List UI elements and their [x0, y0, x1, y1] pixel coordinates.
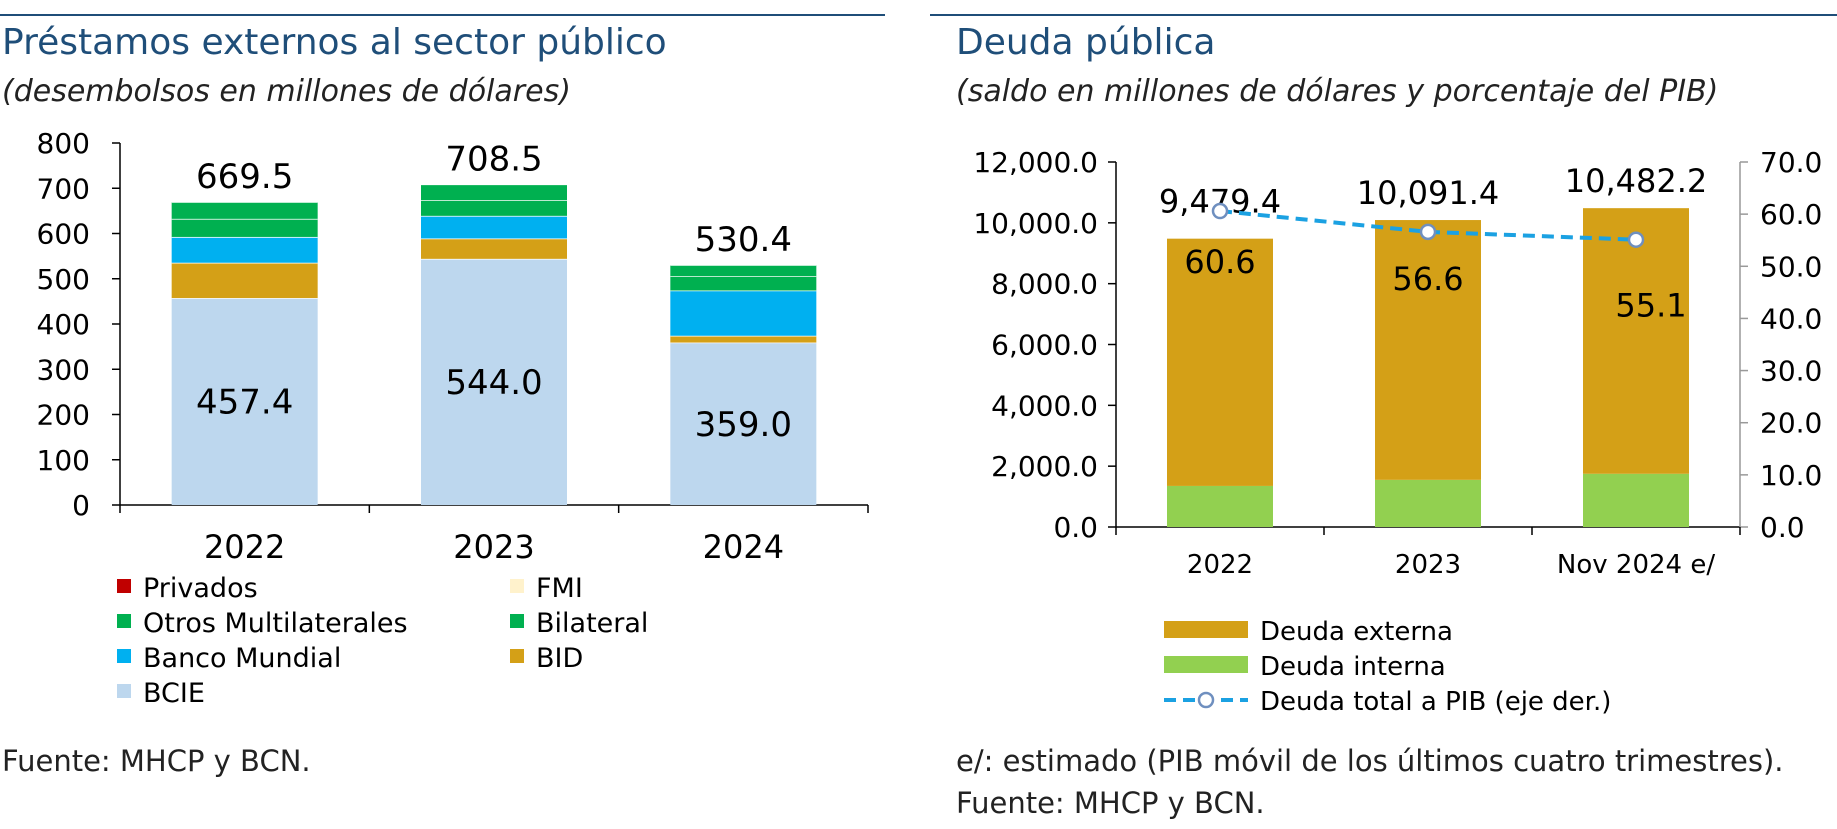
legend-label: Otros Multilaterales: [143, 608, 408, 639]
y2-tick-label: 50.0: [1760, 250, 1822, 283]
bar-segment: [670, 335, 817, 343]
bar-segment: [171, 262, 318, 299]
left-top-rule: [0, 14, 885, 16]
right-chart-svg: 0.0 2,000.0 4,000.0 6,000.0 8,000.0 10,000.0 1…: [973, 146, 1822, 717]
legend-label: BCIE: [143, 678, 205, 709]
y-tick-label: 0.0: [1053, 511, 1098, 544]
x-tick-label: 2022: [1187, 550, 1253, 580]
bar-inner-label: 544.0: [445, 363, 542, 403]
legend-swatch: [1164, 656, 1248, 673]
bar-segment: [1583, 208, 1689, 474]
right-note: e/: estimado (PIB móvil de los últimos c…: [956, 744, 1784, 778]
bar-inner-label: 359.0: [695, 405, 792, 445]
bar-total-label: 10,091.4: [1357, 174, 1500, 212]
legend-swatch: [117, 614, 131, 628]
bar-segment: [171, 298, 318, 505]
bar-total-label: 530.4: [695, 220, 792, 260]
bar-segment: [171, 218, 318, 237]
y-tick-label: 12,000.0: [973, 146, 1098, 179]
y-tick-label: 6,000.0: [991, 329, 1098, 362]
legend-swatch: [117, 649, 131, 663]
y2-tick-label: 20.0: [1760, 407, 1822, 440]
bar-segment: [670, 276, 817, 291]
x-tick-label: Nov 2024 e/: [1557, 550, 1715, 580]
y-tick-label: 100: [37, 444, 90, 477]
bar-segment: [1375, 479, 1481, 527]
y-tick-label: 4,000.0: [991, 389, 1098, 422]
legend-label: Deuda interna: [1260, 652, 1446, 682]
line-point: [1419, 223, 1437, 241]
bar-segment: [421, 238, 567, 259]
y2-tick-label: 10.0: [1760, 459, 1822, 492]
bar-total-label: 669.5: [196, 157, 293, 197]
legend-marker: [1197, 691, 1215, 709]
y-tick-label: 2,000.0: [991, 450, 1098, 483]
legend-label: Banco Mundial: [143, 643, 341, 674]
bar-total-label: 708.5: [445, 139, 542, 179]
bar-total-label: 10,482.2: [1565, 162, 1708, 200]
bar-inner-label: 457.4: [196, 383, 293, 423]
right-panel: Deuda pública (saldo en millones de dóla…: [930, 0, 1837, 829]
legend-swatch: [510, 579, 524, 593]
x-tick-label: 2023: [1395, 550, 1461, 580]
y-tick-label: 10,000.0: [973, 207, 1098, 240]
y2-tick-label: 40.0: [1760, 302, 1822, 335]
y-tick-label: 700: [37, 172, 90, 205]
bar-segment: [670, 342, 817, 505]
y-tick-label: 500: [37, 263, 90, 296]
bar-segment: [670, 290, 817, 336]
right-chart-subtitle: (saldo en millones de dólares y porcenta…: [956, 74, 1719, 109]
legend-label: BID: [536, 643, 583, 674]
y2-tick-label: 0.0: [1760, 511, 1805, 544]
y-tick-label: 800: [37, 127, 90, 160]
legend-swatch: [117, 579, 131, 593]
y-tick-label: 8,000.0: [991, 268, 1098, 301]
bar-segment: [171, 202, 318, 219]
bar-segment: [1583, 473, 1689, 527]
legend-label: Bilateral: [536, 608, 648, 639]
bar-segment: [1167, 485, 1273, 527]
y-tick-label: 0: [72, 489, 90, 522]
legend-swatch: [117, 684, 131, 698]
y2-tick-label: 70.0: [1760, 146, 1822, 179]
right-chart-title: Deuda pública: [956, 22, 1216, 63]
legend-label: Privados: [143, 573, 258, 604]
bar-segment: [1167, 238, 1273, 486]
left-chart-svg: 0 100 200 300 400 500 600 700 800 457.4 669.5 2022 5…: [37, 127, 869, 709]
line-data-label: 60.6: [1184, 243, 1255, 281]
legend-label: FMI: [536, 573, 583, 604]
bar-segment: [171, 236, 318, 263]
left-chart-title: Préstamos externos al sector público: [2, 22, 667, 63]
y2-tick-label: 60.0: [1760, 198, 1822, 231]
left-chart-subtitle: (desembolsos en millones de dólares): [2, 74, 571, 109]
line-point: [1627, 231, 1645, 248]
left-panel: Préstamos externos al sector público (de…: [0, 0, 885, 829]
y-tick-label: 200: [37, 399, 90, 432]
line-data-label: 56.6: [1392, 260, 1463, 298]
bar-segment: [670, 264, 817, 277]
legend-label: Deuda total a PIB (eje der.): [1260, 687, 1611, 717]
legend-swatch: [1164, 621, 1248, 638]
legend-label: Deuda externa: [1260, 617, 1453, 647]
line-point: [1211, 202, 1229, 220]
y-tick-label: 600: [37, 218, 90, 251]
x-tick-label: 2022: [204, 528, 285, 566]
bar-segment: [1375, 220, 1481, 480]
line-data-label: 55.1: [1615, 287, 1686, 325]
left-source: Fuente: MHCP y BCN.: [2, 744, 311, 778]
legend-swatch: [510, 649, 524, 663]
bar-segment: [421, 200, 567, 216]
right-source: Fuente: MHCP y BCN.: [956, 786, 1265, 820]
right-top-rule: [930, 14, 1837, 16]
bar-segment: [421, 184, 567, 201]
x-tick-label: 2024: [703, 528, 784, 566]
y-tick-label: 400: [37, 308, 90, 341]
bar-segment: [421, 215, 567, 239]
legend-swatch: [510, 614, 524, 628]
y2-tick-label: 30.0: [1760, 355, 1822, 388]
bar-segment: [421, 258, 567, 505]
x-tick-label: 2023: [453, 528, 534, 566]
y-tick-label: 300: [37, 353, 90, 386]
